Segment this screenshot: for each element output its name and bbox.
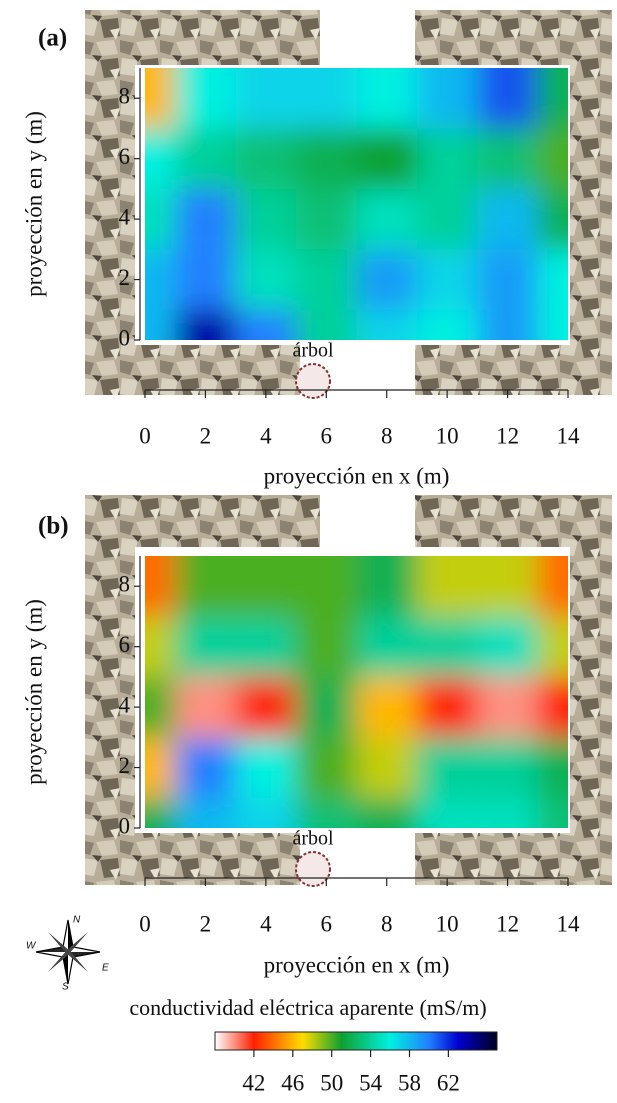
heatmap-cell — [477, 616, 537, 676]
compass-w: W — [26, 941, 37, 952]
x-tick-label: 10 — [436, 911, 459, 936]
colorbar-tick-label: 62 — [437, 1070, 460, 1095]
heatmap-cell — [175, 128, 235, 188]
heatmap-cell — [357, 310, 417, 431]
y-tick-label: 8 — [119, 84, 131, 109]
x-tick-label: 12 — [496, 423, 519, 448]
x-tick-label: 14 — [557, 911, 581, 936]
heatmap-cell — [175, 737, 235, 797]
x-tick-label: 10 — [436, 423, 459, 448]
x-tick-label: 4 — [260, 423, 272, 448]
y-tick-label: 4 — [119, 692, 131, 717]
heatmap-cell — [417, 737, 477, 797]
heatmap-cell — [236, 189, 296, 249]
x-tick-label: 0 — [139, 911, 151, 936]
x-tick-label: 4 — [260, 911, 272, 936]
x-tick-label: 12 — [496, 911, 519, 936]
heatmap-cell — [477, 737, 537, 797]
x-tick-label: 8 — [381, 423, 393, 448]
compass-n: N — [73, 915, 81, 926]
heatmap-cell — [296, 128, 356, 188]
figure: N S E W conductividad eléctrica aparente… — [0, 0, 617, 1103]
heatmap-cell — [236, 616, 296, 676]
heatmap-cell — [477, 189, 537, 249]
compass-s: S — [62, 982, 69, 993]
tree-a — [296, 364, 330, 398]
heatmap-cell — [296, 616, 356, 676]
x-tick-label: 6 — [321, 423, 333, 448]
heatmap-cell — [417, 249, 477, 309]
x-tick-label: 14 — [557, 423, 581, 448]
heatmap-cell — [417, 128, 477, 188]
heatmap-cell — [417, 677, 477, 737]
colorbar-tick-label: 54 — [359, 1070, 383, 1095]
x-tick-label: 2 — [200, 911, 212, 936]
colorbar-tick-label: 50 — [320, 1070, 343, 1095]
panel-label: (b) — [38, 513, 69, 540]
heatmap-cell — [477, 128, 537, 188]
heatmap-cell — [236, 677, 296, 737]
heatmap-cell — [357, 249, 417, 309]
x-axis-label: proyección en x (m) — [264, 463, 450, 488]
y-tick-label: 6 — [119, 632, 131, 657]
heatmap-cell — [296, 677, 356, 737]
heatmap-cell — [357, 128, 417, 188]
x-tick-label: 8 — [381, 911, 393, 936]
heatmap-cell — [236, 128, 296, 188]
heatmap-cell — [357, 616, 417, 676]
y-tick-label: 0 — [119, 325, 131, 350]
heatmap-cell — [357, 677, 417, 737]
compass-e: E — [102, 963, 109, 974]
y-tick-label: 0 — [119, 813, 131, 838]
y-tick-label: 6 — [119, 144, 131, 169]
heatmap-cell — [477, 677, 537, 737]
y-tick-label: 2 — [119, 265, 131, 290]
colorbar-tick-label: 58 — [398, 1070, 421, 1095]
y-axis-label: proyección en y (m) — [21, 599, 46, 785]
heatmap-cell — [357, 496, 417, 617]
heatmap-cell — [477, 249, 537, 309]
compass — [36, 920, 100, 984]
heatmap-cell — [357, 737, 417, 797]
y-axis-label: proyección en y (m) — [21, 111, 46, 297]
heatmap-cell — [175, 616, 235, 676]
y-tick-label: 4 — [119, 204, 131, 229]
heatmap-cell — [357, 798, 417, 919]
colorbar-tick-label: 42 — [242, 1070, 265, 1095]
heatmap-cell — [236, 249, 296, 309]
tree-label: árbol — [292, 340, 334, 362]
y-tick-label: 8 — [119, 572, 131, 597]
colorbar-tick-label: 46 — [281, 1070, 304, 1095]
heatmap-cell — [417, 616, 477, 676]
heatmap-cell — [357, 189, 417, 249]
heatmap-cell — [175, 189, 235, 249]
colorbar-label: conductividad eléctrica aparente (mS/m) — [129, 995, 486, 1020]
colorbar — [215, 1032, 497, 1050]
y-tick-label: 2 — [119, 753, 131, 778]
x-tick-label: 2 — [200, 423, 212, 448]
x-tick-label: 6 — [321, 911, 333, 936]
heatmap-cell — [175, 249, 235, 309]
x-tick-label: 0 — [139, 423, 151, 448]
heatmap-cell — [296, 249, 356, 309]
panel-label: (a) — [38, 25, 67, 52]
heatmap-cell — [236, 737, 296, 797]
tree-b — [296, 852, 330, 886]
heatmap-cell — [296, 189, 356, 249]
x-axis-label: proyección en x (m) — [264, 952, 450, 977]
heatmap-cell — [417, 189, 477, 249]
heatmap-cell — [175, 677, 235, 737]
heatmap-cell — [296, 737, 356, 797]
heatmap-cell — [357, 8, 417, 129]
tree-label: árbol — [292, 828, 334, 850]
